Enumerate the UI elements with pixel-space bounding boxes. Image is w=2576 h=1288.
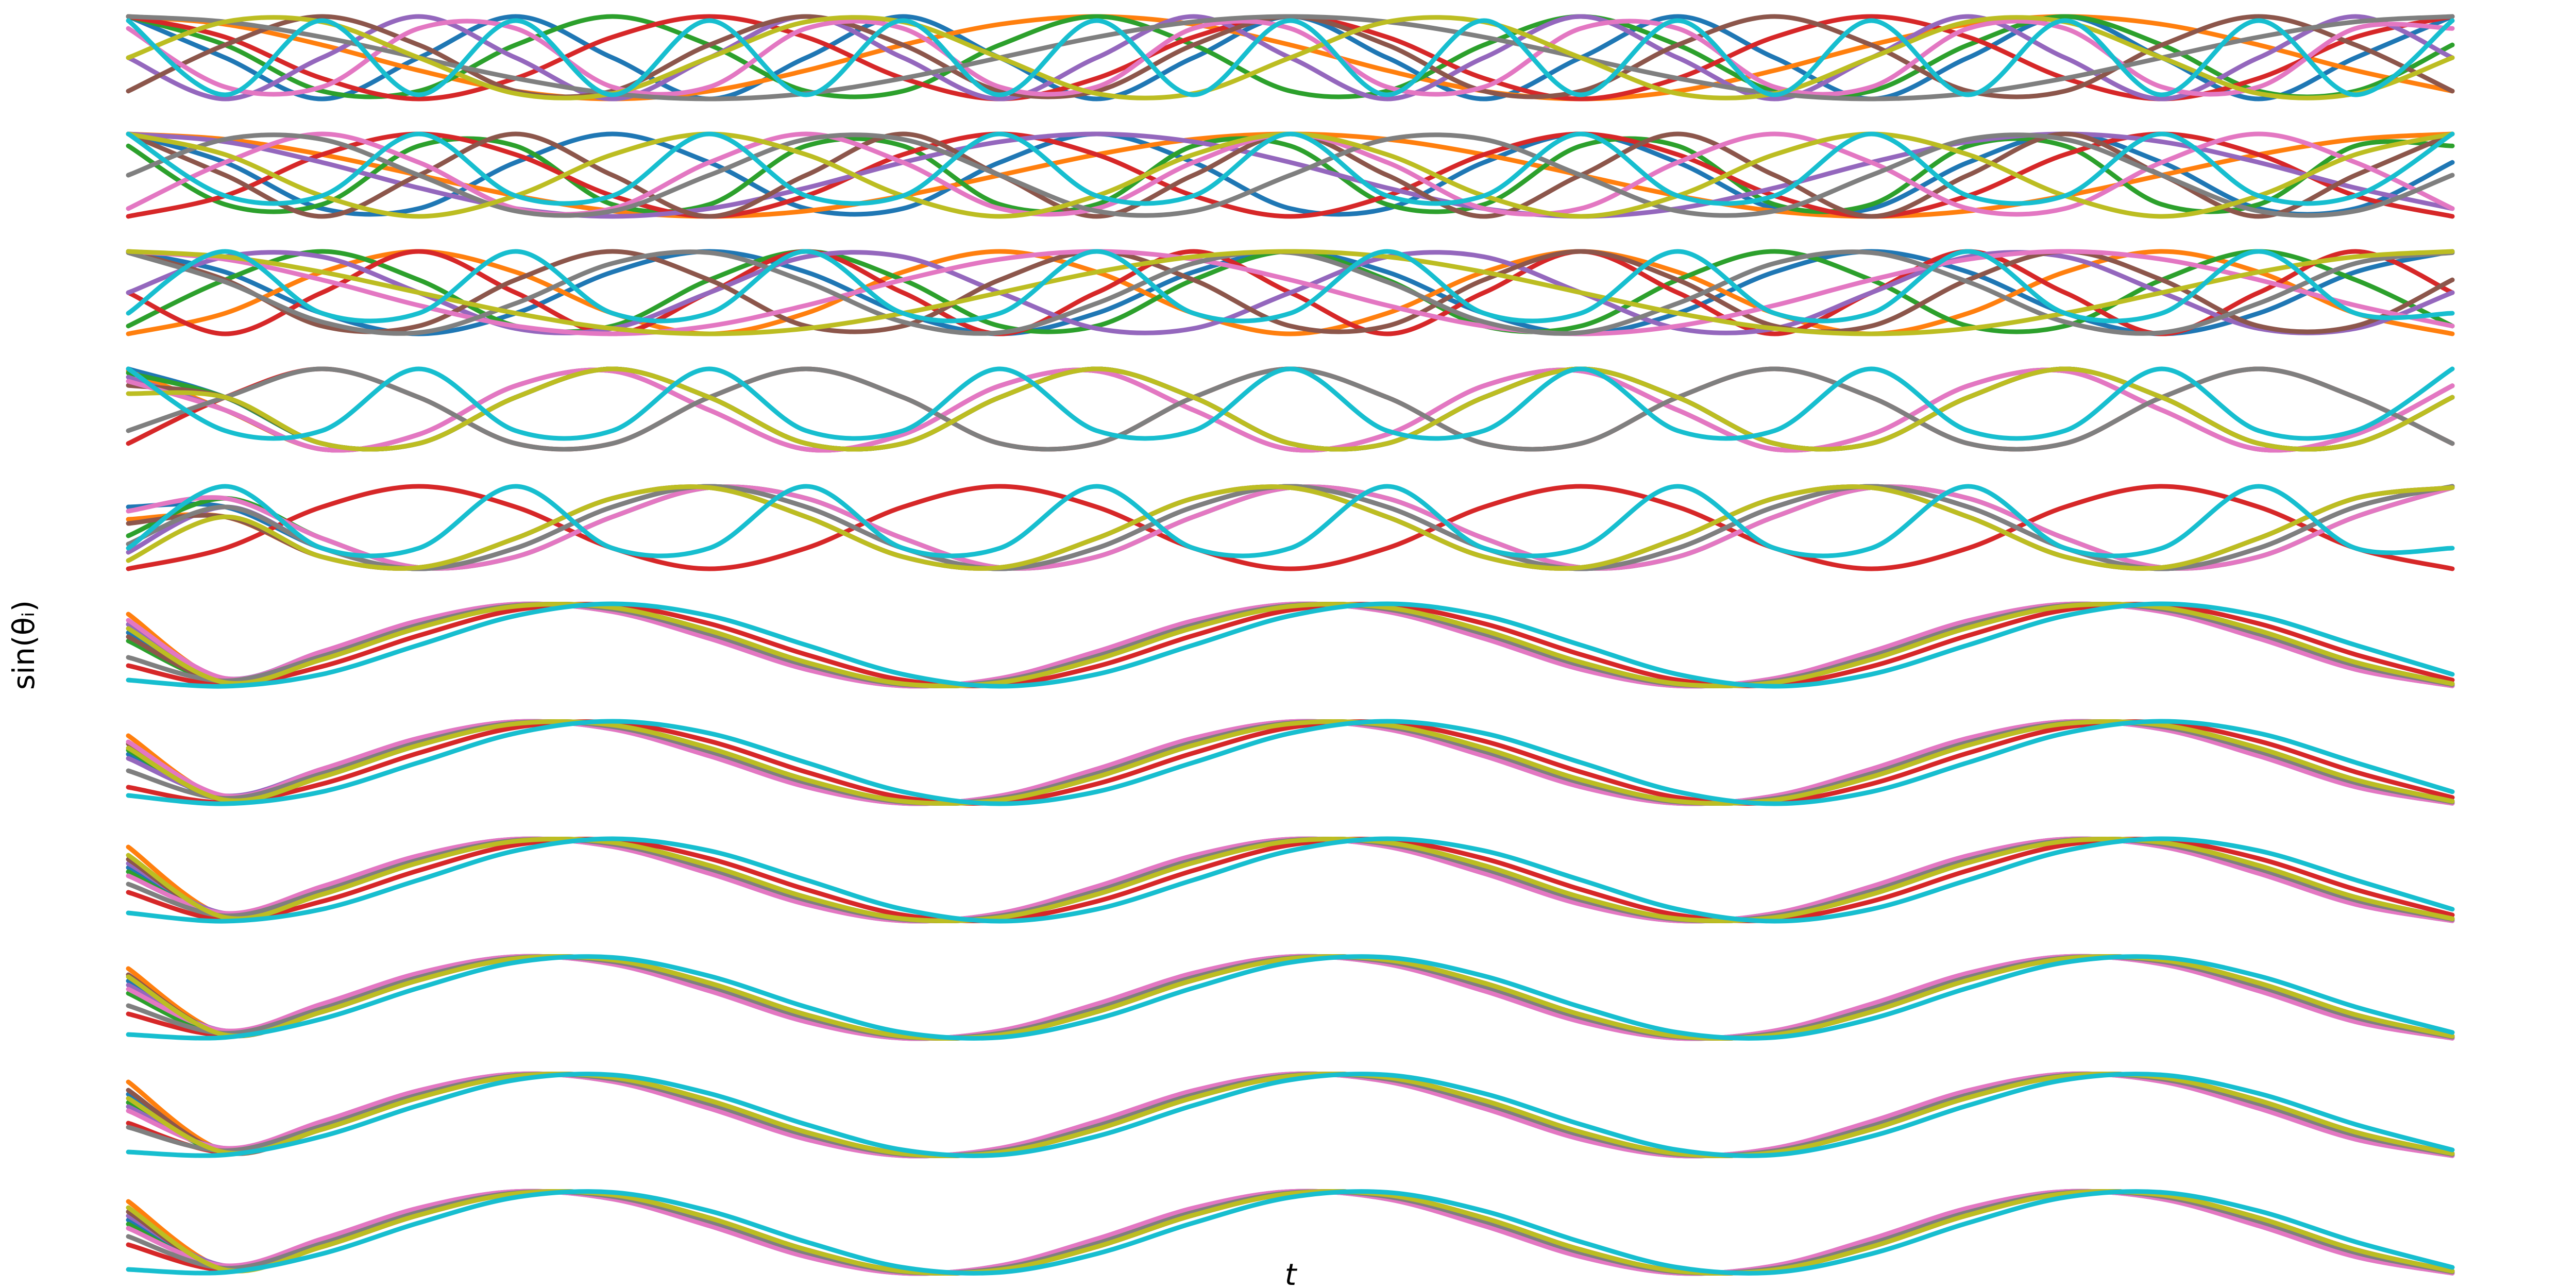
series-line <box>126 1189 2455 1276</box>
series-line <box>126 954 2455 1041</box>
series-line <box>126 131 2455 206</box>
series-line <box>126 131 2455 219</box>
series-line <box>126 249 2455 336</box>
series-line <box>126 837 2455 923</box>
series-line <box>126 1072 2455 1158</box>
series-line <box>126 367 2455 453</box>
series-line <box>126 602 2455 688</box>
series-line <box>126 719 2455 806</box>
series-line <box>126 837 2455 923</box>
series-line <box>126 601 2455 689</box>
series-line <box>126 1072 2455 1158</box>
series-line <box>126 250 2455 335</box>
series-line <box>126 1189 2455 1276</box>
series-line <box>126 249 2455 336</box>
series-line <box>126 602 2455 688</box>
series-line <box>126 836 2455 924</box>
series-line <box>126 136 2455 214</box>
series-line <box>126 18 2455 97</box>
series-line <box>126 954 2455 1041</box>
series-line <box>126 249 2455 324</box>
series-line <box>126 14 2455 101</box>
series-line <box>126 719 2455 806</box>
series-line <box>126 366 2455 452</box>
series-line <box>126 484 2455 558</box>
series-line <box>126 484 2455 571</box>
series-line <box>126 484 2455 571</box>
series-line <box>126 19 2455 97</box>
y-axis-label: sin(θᵢ) <box>6 600 41 690</box>
x-axis-label: t <box>1285 1257 1298 1288</box>
series-line <box>126 14 2455 99</box>
series-line <box>126 132 2455 218</box>
series-line <box>126 366 2455 441</box>
series-line <box>126 719 2455 806</box>
